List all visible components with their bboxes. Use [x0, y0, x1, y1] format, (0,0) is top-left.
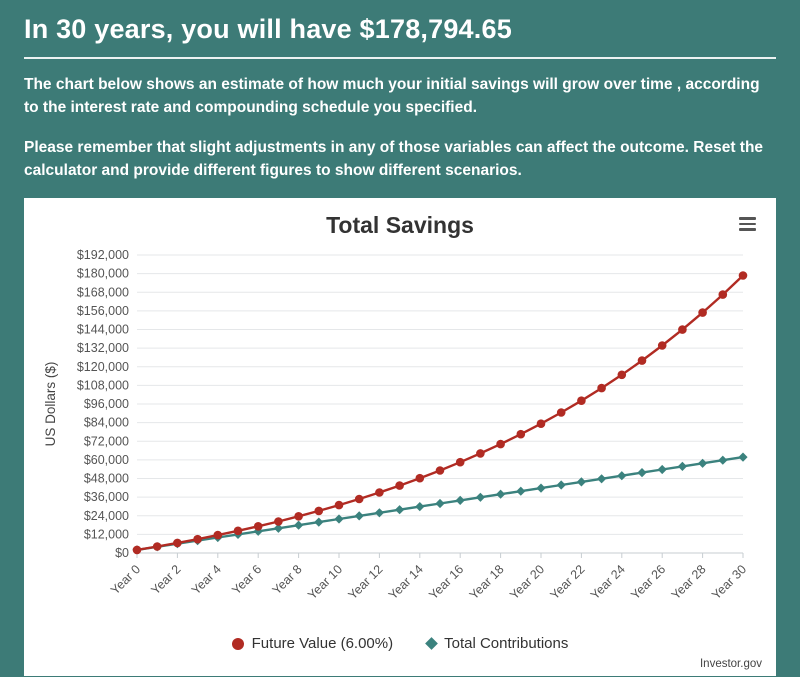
- y-axis-title: US Dollars ($): [43, 362, 58, 447]
- svg-text:$84,000: $84,000: [84, 416, 129, 430]
- legend-item-future-value[interactable]: Future Value (6.00%): [231, 635, 394, 652]
- investor-gov-credit: Investor.gov: [699, 658, 762, 670]
- total-savings-chart: $0 $12,000 $24,000 $36,000 $48,000 $60,000 $72…: [39, 245, 761, 633]
- svg-text:$36,000: $36,000: [84, 490, 129, 504]
- chart-context-menu-button[interactable]: [735, 210, 760, 238]
- svg-text:$120,000: $120,000: [77, 360, 129, 374]
- svg-text:$168,000: $168,000: [77, 285, 129, 299]
- svg-text:Year 16: Year 16: [426, 562, 466, 602]
- heading-divider: [24, 57, 776, 59]
- svg-text:Year 10: Year 10: [305, 562, 345, 602]
- hamburger-icon: [739, 217, 756, 231]
- x-axis-labels: Year 0 Year 2 Year 4 Year 6 Year 8 Year 10 Yea…: [108, 562, 749, 602]
- svg-text:Year 18: Year 18: [467, 562, 507, 602]
- chart-title: Total Savings: [326, 212, 474, 238]
- chart-card: Total Savings $0 $12,000 $24,000 $36,000 $48…: [24, 198, 776, 676]
- svg-text:$12,000: $12,000: [84, 527, 129, 541]
- y-axis-labels: $0 $12,000 $24,000 $36,000 $48,000 $60,000 $72…: [77, 248, 129, 560]
- svg-text:Year 0: Year 0: [108, 562, 143, 597]
- svg-text:$132,000: $132,000: [77, 341, 129, 355]
- svg-text:Year 24: Year 24: [588, 562, 628, 602]
- svg-text:Year 4: Year 4: [189, 562, 224, 597]
- legend-diamond-marker-icon: [425, 637, 438, 650]
- note-paragraph: Please remember that slight adjustments …: [24, 138, 764, 179]
- svg-text:Year 30: Year 30: [709, 562, 749, 602]
- svg-text:Year 8: Year 8: [270, 562, 305, 597]
- description-paragraph: The chart below shows an estimate of how…: [24, 76, 760, 117]
- svg-text:$60,000: $60,000: [84, 453, 129, 467]
- legend-label-total-contributions: Total Contributions: [444, 635, 569, 652]
- results-heading: In 30 years, you will have $178,794.65: [24, 14, 512, 44]
- svg-text:Year 6: Year 6: [229, 562, 264, 597]
- svg-text:$72,000: $72,000: [84, 434, 129, 448]
- legend-item-total-contributions[interactable]: Total Contributions: [425, 635, 569, 652]
- svg-text:$144,000: $144,000: [77, 323, 129, 337]
- chart-legend: Future Value (6.00%) Total Contributions: [39, 635, 761, 652]
- svg-text:$0: $0: [115, 546, 129, 560]
- svg-text:Year 22: Year 22: [547, 562, 587, 602]
- svg-text:$156,000: $156,000: [77, 304, 129, 318]
- svg-text:Year 20: Year 20: [507, 562, 547, 602]
- svg-text:$48,000: $48,000: [84, 472, 129, 486]
- svg-text:Year 14: Year 14: [386, 562, 426, 602]
- svg-text:$108,000: $108,000: [77, 378, 129, 392]
- chart-svg: $0 $12,000 $24,000 $36,000 $48,000 $60,000 $72…: [43, 248, 749, 602]
- svg-text:Year 28: Year 28: [669, 562, 709, 602]
- svg-text:$96,000: $96,000: [84, 397, 129, 411]
- svg-text:Year 2: Year 2: [148, 562, 183, 597]
- legend-circle-marker-icon: [231, 637, 244, 650]
- series-future-value[interactable]: [132, 271, 748, 555]
- y-gridlines: [137, 254, 743, 554]
- svg-text:$180,000: $180,000: [77, 267, 129, 281]
- x-axis-ticks: [136, 553, 744, 558]
- svg-text:Year 12: Year 12: [345, 562, 385, 602]
- svg-text:$24,000: $24,000: [84, 509, 129, 523]
- legend-label-future-value: Future Value (6.00%): [251, 635, 394, 652]
- svg-text:$192,000: $192,000: [77, 248, 129, 262]
- svg-text:Year 26: Year 26: [628, 562, 668, 602]
